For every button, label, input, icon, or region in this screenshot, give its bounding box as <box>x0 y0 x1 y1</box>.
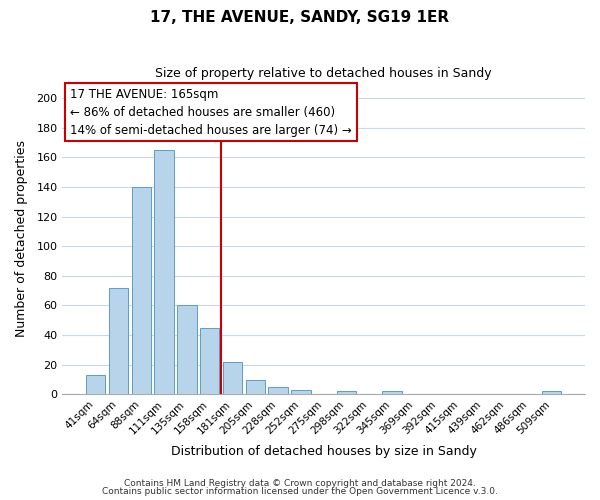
Y-axis label: Number of detached properties: Number of detached properties <box>15 140 28 338</box>
Bar <box>337 392 356 394</box>
Bar <box>245 380 265 394</box>
Text: Contains HM Land Registry data © Crown copyright and database right 2024.: Contains HM Land Registry data © Crown c… <box>124 478 476 488</box>
Bar <box>109 288 128 395</box>
Text: 17, THE AVENUE, SANDY, SG19 1ER: 17, THE AVENUE, SANDY, SG19 1ER <box>151 10 449 25</box>
Bar <box>291 390 311 394</box>
Bar <box>200 328 220 394</box>
Bar <box>154 150 174 394</box>
Text: Contains public sector information licensed under the Open Government Licence v.: Contains public sector information licen… <box>102 487 498 496</box>
Bar <box>223 362 242 394</box>
Text: 17 THE AVENUE: 165sqm
← 86% of detached houses are smaller (460)
14% of semi-det: 17 THE AVENUE: 165sqm ← 86% of detached … <box>70 88 352 136</box>
Bar <box>382 392 402 394</box>
Bar <box>86 375 106 394</box>
Title: Size of property relative to detached houses in Sandy: Size of property relative to detached ho… <box>155 68 492 80</box>
Bar <box>268 387 288 394</box>
Bar <box>177 306 197 394</box>
Bar <box>542 392 561 394</box>
Bar <box>131 187 151 394</box>
X-axis label: Distribution of detached houses by size in Sandy: Distribution of detached houses by size … <box>171 444 476 458</box>
